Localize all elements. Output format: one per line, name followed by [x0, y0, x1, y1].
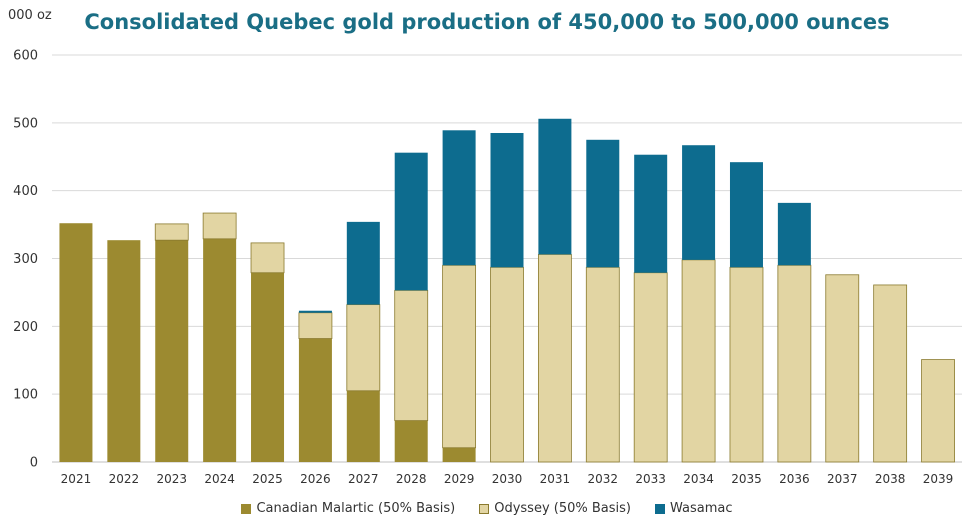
legend-swatch: [655, 503, 665, 514]
x-tick-label: 2027: [348, 472, 379, 486]
bar-segment: [442, 447, 476, 462]
bar-segment: [873, 284, 908, 463]
bar-segment: [681, 259, 716, 463]
bar-segment: [251, 272, 285, 462]
bar-segment: [921, 359, 955, 463]
y-tick-label: 0: [30, 456, 38, 471]
y-tick-label: 100: [13, 388, 38, 403]
x-tick-label: 2023: [156, 472, 187, 486]
bar-segment: [203, 238, 237, 462]
legend-swatch: [479, 503, 490, 514]
bar-segment: [107, 240, 141, 462]
bar-segment: [298, 310, 332, 313]
bar-segment: [538, 118, 572, 255]
bar-segment: [346, 304, 381, 392]
bar-segment: [250, 242, 285, 274]
bar-segment: [394, 289, 429, 422]
x-tick-label: 2021: [61, 472, 92, 486]
bar-segment: [298, 338, 332, 462]
x-tick-label: 2034: [683, 472, 714, 486]
x-tick-label: 2039: [923, 472, 954, 486]
y-axis-ticks: 0 100 200 300 400 500 600: [13, 49, 38, 471]
legend-label: Wasamac: [670, 501, 733, 516]
bar-segment: [394, 152, 428, 291]
y-axis-unit-label: 000 oz: [8, 8, 52, 23]
x-tick-label: 2038: [875, 472, 906, 486]
legend-item: Odyssey (50% Basis): [479, 501, 631, 516]
x-tick-label: 2037: [827, 472, 858, 486]
x-tick-label: 2036: [779, 472, 810, 486]
legend-swatch: [241, 503, 252, 514]
legend-label: Canadian Malartic (50% Basis): [256, 501, 456, 516]
bar-segment: [155, 240, 189, 462]
bar-series: [59, 118, 955, 463]
bar-segment: [442, 264, 477, 449]
bar-segment: [442, 130, 476, 266]
x-tick-label: 2031: [540, 472, 571, 486]
bar-segment: [777, 202, 811, 266]
bar-segment: [729, 162, 763, 268]
bar-segment: [537, 254, 572, 463]
x-tick-label: 2024: [204, 472, 235, 486]
x-tick-label: 2033: [635, 472, 666, 486]
x-tick-label: 2028: [396, 472, 427, 486]
y-tick-label: 400: [13, 184, 38, 199]
bar-segment: [490, 266, 524, 463]
bar-segment: [729, 266, 764, 463]
x-tick-label: 2032: [588, 472, 619, 486]
bar-segment: [585, 266, 620, 463]
x-tick-label: 2025: [252, 472, 283, 486]
bar-segment: [633, 272, 668, 463]
y-tick-label: 200: [13, 320, 38, 335]
y-tick-label: 300: [13, 252, 38, 267]
x-tick-label: 2026: [300, 472, 331, 486]
y-tick-label: 500: [13, 116, 38, 131]
bar-segment: [59, 223, 93, 462]
bar-segment: [634, 154, 668, 273]
legend-label: Odyssey (50% Basis): [494, 501, 631, 516]
bar-segment: [777, 264, 812, 463]
x-tick-label: 2030: [492, 472, 523, 486]
y-tick-label: 600: [13, 49, 38, 64]
chart-title: Consolidated Quebec gold production of 4…: [84, 10, 890, 34]
bar-segment: [394, 420, 428, 462]
legend-item: Wasamac: [655, 501, 733, 516]
x-tick-label: 2035: [731, 472, 762, 486]
bar-segment: [682, 145, 716, 260]
x-axis-ticks: 2021 2022 2023 2024 2025 2026 2027 2028 2029 2030…: [61, 472, 954, 486]
bar-segment: [825, 274, 860, 463]
bar-segment: [298, 312, 333, 339]
bar-segment: [346, 221, 380, 305]
legend-item: Canadian Malartic (50% Basis): [241, 501, 455, 516]
bar-segment: [202, 212, 237, 240]
bar-segment: [490, 133, 524, 268]
bar-segment: [154, 223, 189, 241]
legend: Canadian Malartic (50% Basis) Odyssey (50…: [0, 501, 974, 516]
bar-segment: [346, 390, 380, 462]
x-tick-label: 2029: [444, 472, 475, 486]
x-tick-label: 2022: [109, 472, 140, 486]
bar-segment: [586, 139, 620, 268]
